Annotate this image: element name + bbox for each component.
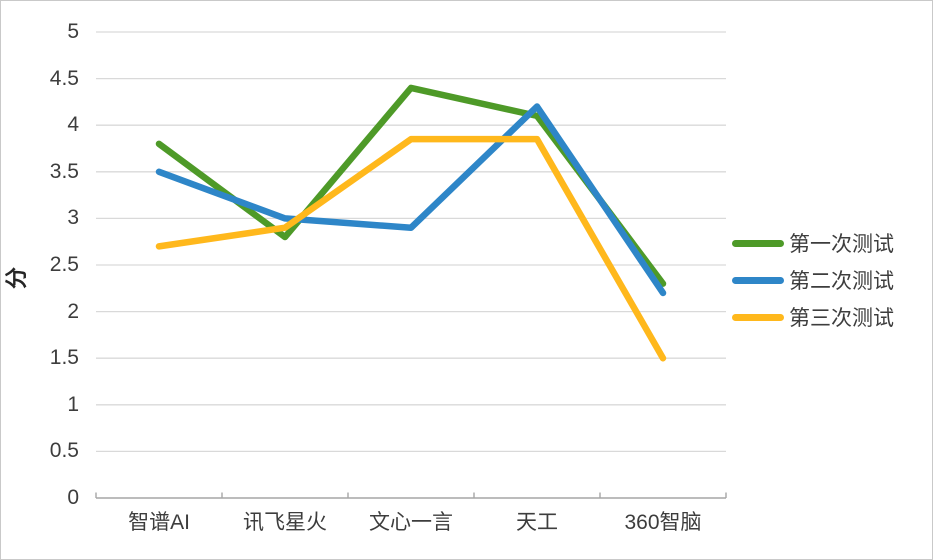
y-tick-label: 5 bbox=[67, 20, 79, 43]
legend-swatch-icon bbox=[732, 239, 784, 247]
y-tick-label: 4 bbox=[67, 113, 79, 137]
legend-item-3: 第三次测试 bbox=[732, 304, 894, 330]
y-tick-label: 2 bbox=[67, 299, 79, 323]
series-line-3 bbox=[155, 135, 667, 362]
legend-swatch-icon bbox=[732, 313, 784, 321]
y-tick-label: 2.5 bbox=[49, 253, 79, 276]
y-tick-label: 1.5 bbox=[49, 346, 79, 370]
legend-item-2: 第二次测试 bbox=[732, 267, 894, 293]
legend-label: 第二次测试 bbox=[789, 270, 894, 293]
series-line-2 bbox=[155, 103, 667, 297]
legend-swatch-icon bbox=[732, 276, 784, 284]
y-tick-label: 1 bbox=[67, 392, 79, 416]
x-category-label: 天工 bbox=[516, 511, 558, 534]
x-category-label: 360智脑 bbox=[624, 511, 702, 534]
legend-label: 第三次测试 bbox=[789, 307, 894, 330]
y-axis-title: 分 bbox=[4, 267, 29, 290]
x-category-label: 文心一言 bbox=[369, 511, 453, 534]
y-tick-label: 3.5 bbox=[49, 159, 79, 183]
legend-label: 第一次测试 bbox=[789, 233, 894, 256]
legend-item-1: 第一次测试 bbox=[732, 230, 894, 256]
y-tick-label: 0.5 bbox=[49, 439, 79, 463]
x-category-label: 智谱AI bbox=[128, 511, 190, 534]
x-category-label: 讯飞星火 bbox=[243, 511, 327, 534]
legend: 第一次测试第二次测试第三次测试 bbox=[732, 230, 894, 330]
y-tick-label: 3 bbox=[67, 206, 79, 230]
y-tick-label: 0 bbox=[67, 486, 79, 509]
y-tick-label: 4.5 bbox=[49, 66, 79, 90]
